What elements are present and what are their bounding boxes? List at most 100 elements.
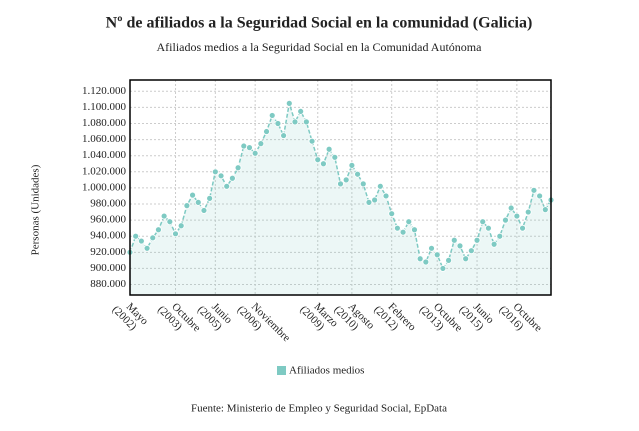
point (519, 224, 526, 232)
point (251, 149, 259, 157)
point (348, 161, 356, 169)
point (393, 224, 401, 232)
legend-swatch (277, 366, 286, 375)
point (172, 230, 179, 238)
point (467, 247, 475, 255)
x-tick-label: Mayo(2002) (110, 295, 151, 336)
point (320, 160, 327, 168)
point (376, 182, 384, 190)
point (496, 232, 504, 240)
y-tick-label: 1.000.000 (82, 181, 127, 193)
x-tick-label: Junio(2015) (457, 295, 497, 335)
y-tick-label: 920.000 (90, 246, 126, 258)
point (200, 207, 208, 214)
point (160, 212, 168, 220)
point (149, 234, 157, 242)
y-tick-label: 880.000 (90, 278, 126, 290)
point (331, 153, 339, 161)
point (541, 206, 549, 214)
point (536, 192, 544, 200)
x-tick-label: Octubre(2016) (497, 295, 545, 343)
y-tick-label: 940.000 (90, 230, 126, 242)
point (371, 196, 379, 204)
point (291, 118, 299, 126)
point (137, 237, 145, 245)
point (223, 182, 231, 190)
point (183, 202, 191, 210)
y-tick-label: 1.060.000 (82, 133, 127, 145)
source: Fuente: Ministerio de Empleo y Seguridad… (191, 403, 447, 415)
point (285, 99, 293, 107)
point (229, 174, 236, 182)
y-axis-label: Personas (Unidades) (30, 164, 42, 255)
point (382, 192, 390, 200)
point (194, 198, 202, 206)
point (246, 144, 253, 152)
point (268, 112, 276, 119)
point (217, 172, 225, 180)
point (132, 232, 140, 240)
point (189, 191, 196, 199)
point (422, 258, 430, 266)
plot-background (130, 80, 551, 295)
legend-label: Afiliados medios (289, 365, 364, 377)
point (280, 132, 288, 139)
point (445, 256, 452, 264)
point (342, 176, 350, 184)
point (177, 222, 185, 230)
area (130, 103, 551, 296)
point (325, 145, 333, 153)
x-tick-label: Junio(2005) (195, 295, 235, 335)
point (314, 156, 322, 164)
y-tick-label: 1.020.000 (82, 165, 127, 177)
point (479, 218, 487, 226)
point (297, 108, 305, 115)
point (405, 218, 413, 226)
y-tick-label: 980.000 (90, 198, 126, 210)
y-tick-label: 1.080.000 (82, 117, 127, 129)
point (337, 180, 344, 188)
point (155, 226, 162, 234)
point (513, 212, 521, 220)
y-tick-label: 960.000 (90, 214, 126, 226)
point (166, 218, 174, 226)
point (206, 194, 214, 202)
point (274, 120, 282, 127)
point (507, 204, 515, 212)
point (462, 255, 470, 263)
x-tick-label: Octubre(2013) (417, 295, 465, 343)
point (450, 236, 458, 244)
point (473, 236, 481, 244)
point (439, 265, 447, 272)
y-tick-label: 1.120.000 (82, 85, 127, 97)
x-tick-label: Febrero(2012) (372, 295, 419, 342)
point (411, 226, 418, 234)
plot-frame (129, 79, 552, 296)
point (456, 242, 464, 250)
point (428, 244, 435, 252)
point (143, 244, 151, 252)
point (524, 208, 532, 216)
point (354, 170, 361, 178)
point (302, 118, 310, 126)
y-tick-label: 900.000 (90, 262, 126, 274)
point (211, 168, 219, 176)
x-tick-label: Noviembre(2006) (235, 295, 293, 353)
point (365, 198, 373, 206)
point (416, 255, 424, 263)
point (530, 186, 538, 194)
x-tick-label: Octubre(2003) (155, 295, 203, 343)
point (502, 216, 509, 224)
point (240, 142, 248, 150)
point (359, 180, 367, 188)
y-tick-label: 1.040.000 (82, 149, 127, 161)
y-tick-label: 1.100.000 (82, 101, 127, 113)
chart-title: Nº de afiliados a la Seguridad Social en… (106, 15, 533, 32)
x-tick-label: Agosto(2010) (332, 295, 377, 340)
point (234, 164, 242, 172)
point (399, 228, 407, 236)
point (257, 140, 265, 148)
point (388, 210, 396, 218)
point (490, 240, 498, 248)
